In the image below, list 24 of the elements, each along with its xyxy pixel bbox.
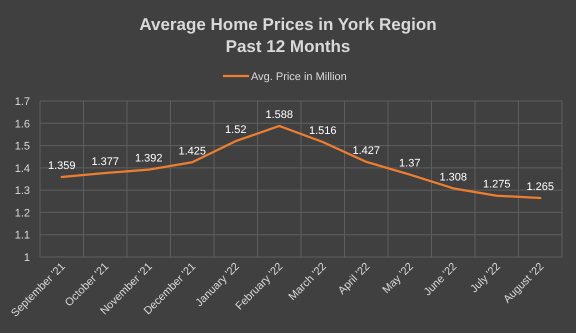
y-tick-label: 1.2 xyxy=(14,207,30,220)
data-label: 1.275 xyxy=(482,178,511,191)
data-label: 1.516 xyxy=(308,125,337,138)
y-tick-label: 1.5 xyxy=(14,140,30,153)
y-tick-label: 1.4 xyxy=(14,162,30,175)
data-label: 1.427 xyxy=(352,144,380,157)
data-label: 1.359 xyxy=(48,160,76,172)
y-tick-label: 1.1 xyxy=(14,230,30,242)
y-tick-label: 1 xyxy=(24,252,30,264)
legend-label: Avg. Price in Million xyxy=(251,71,347,83)
data-label: 1.37 xyxy=(399,158,420,170)
data-label: 1.308 xyxy=(439,171,468,184)
x-tick-label: May '22 xyxy=(380,260,416,296)
data-label: 1.52 xyxy=(225,124,246,136)
data-label: 1.377 xyxy=(91,156,120,168)
data-label: 1.425 xyxy=(178,145,206,158)
data-label: 1.392 xyxy=(134,152,163,165)
y-tick-label: 1.3 xyxy=(14,185,30,198)
data-label: 1.588 xyxy=(265,108,294,121)
y-tick-label: 1.7 xyxy=(14,96,30,108)
y-tick-label: 1.6 xyxy=(14,118,30,130)
data-label: 1.265 xyxy=(526,180,554,193)
chart-title: Average Home Prices in York Region Past 12 Months xyxy=(139,15,437,56)
x-tick-label: July '22 xyxy=(468,260,503,296)
